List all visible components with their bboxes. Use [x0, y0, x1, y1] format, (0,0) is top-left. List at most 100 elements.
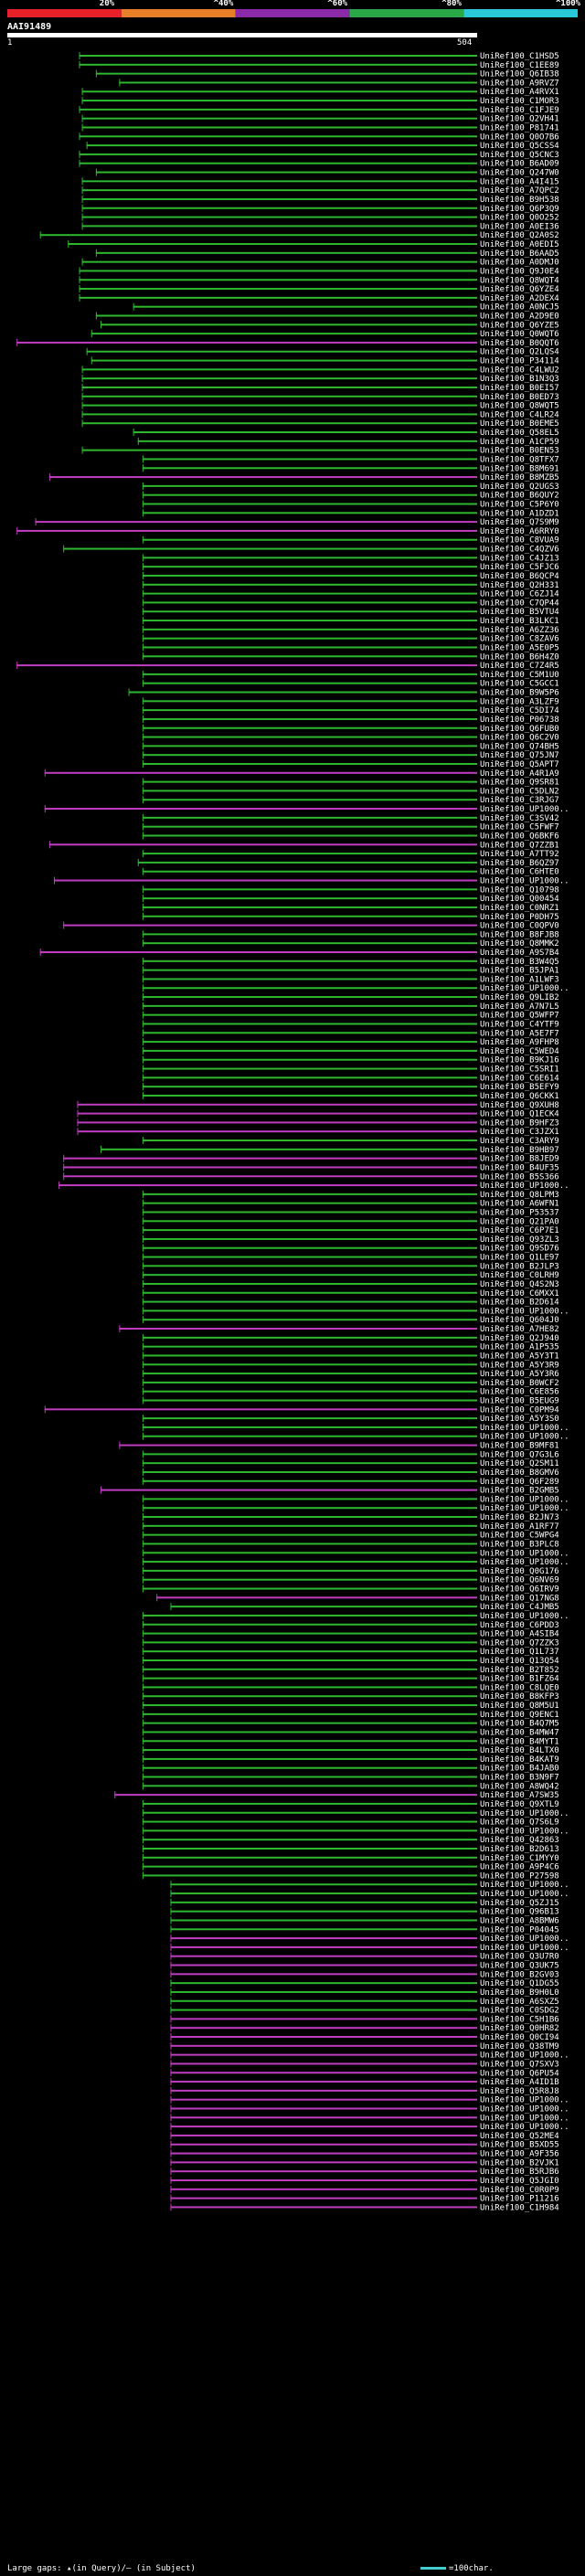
hit-label[interactable]: UniRef100_A0EI36 — [480, 222, 559, 231]
hit-label[interactable]: UniRef100_C6P7E1 — [480, 1226, 559, 1235]
hit-label[interactable]: UniRef100_B5JPA1 — [480, 967, 559, 976]
hit-bar[interactable] — [170, 1901, 477, 1903]
hit-bar[interactable] — [95, 251, 477, 254]
hit-bar[interactable] — [142, 1265, 477, 1267]
hit-label[interactable]: UniRef100_B6QUY2 — [480, 492, 559, 501]
hit-bar[interactable] — [142, 1381, 477, 1383]
hit-bar[interactable] — [142, 1561, 477, 1564]
hit-label[interactable]: UniRef100_Q9SD76 — [480, 1245, 559, 1254]
hit-label[interactable]: UniRef100_UP1000.. — [480, 1809, 569, 1818]
hit-label[interactable]: UniRef100_A2D9E0 — [480, 312, 559, 321]
hit-label[interactable]: UniRef100_A4I415 — [480, 177, 559, 186]
hit-bar[interactable] — [142, 1229, 477, 1232]
hit-bar[interactable] — [170, 2036, 477, 2039]
hit-label[interactable]: UniRef100_Q0O7B6 — [480, 133, 559, 142]
hit-label[interactable]: UniRef100_Q9XUH8 — [480, 1101, 559, 1110]
hit-bar[interactable] — [142, 646, 477, 649]
hit-label[interactable]: UniRef100_B9MF81 — [480, 1442, 559, 1451]
hit-label[interactable]: UniRef100_A5Y3R6 — [480, 1370, 559, 1379]
hit-bar[interactable] — [142, 1373, 477, 1375]
hit-bar[interactable] — [81, 449, 477, 451]
hit-bar[interactable] — [44, 1408, 478, 1411]
hit-label[interactable]: UniRef100_P11216 — [480, 2195, 559, 2204]
hit-label[interactable]: UniRef100_B1FZ64 — [480, 1675, 559, 1684]
hit-label[interactable]: UniRef100_Q6PU54 — [480, 2069, 559, 2078]
hit-bar[interactable] — [142, 467, 477, 470]
hit-bar[interactable] — [48, 476, 478, 479]
hit-label[interactable]: UniRef100_Q1ECK4 — [480, 1110, 559, 1119]
hit-bar[interactable] — [133, 431, 477, 434]
hit-bar[interactable] — [142, 942, 477, 945]
hit-label[interactable]: UniRef100_B8M691 — [480, 464, 559, 473]
hit-bar[interactable] — [142, 959, 477, 962]
hit-bar[interactable] — [142, 717, 477, 720]
hit-bar[interactable] — [142, 816, 477, 819]
hit-label[interactable]: UniRef100_C3JZX1 — [480, 1128, 559, 1137]
hit-bar[interactable] — [63, 1175, 477, 1178]
hit-label[interactable]: UniRef100_P34114 — [480, 357, 559, 366]
hit-label[interactable]: UniRef100_B0QQT6 — [480, 339, 559, 348]
hit-bar[interactable] — [170, 2072, 477, 2074]
hit-bar[interactable] — [170, 2044, 477, 2047]
hit-label[interactable]: UniRef100_B2D614 — [480, 1299, 559, 1308]
hit-label[interactable]: UniRef100_UP1000.. — [480, 1890, 569, 1899]
hit-label[interactable]: UniRef100_C8VUA9 — [480, 536, 559, 546]
hit-label[interactable]: UniRef100_C5M1U0 — [480, 671, 559, 680]
hit-label[interactable]: UniRef100_Q604J0 — [480, 1316, 559, 1325]
hit-label[interactable]: UniRef100_B2JN73 — [480, 1513, 559, 1522]
hit-bar[interactable] — [79, 108, 478, 111]
hit-label[interactable]: UniRef100_Q2J940 — [480, 1334, 559, 1343]
hit-label[interactable]: UniRef100_Q5WFP7 — [480, 1012, 559, 1021]
hit-bar[interactable] — [142, 1309, 477, 1312]
hit-bar[interactable] — [170, 2161, 477, 2164]
hit-label[interactable]: UniRef100_Q9SR81 — [480, 779, 559, 788]
hit-label[interactable]: UniRef100_UP1000.. — [480, 2051, 569, 2061]
hit-label[interactable]: UniRef100_A1RF77 — [480, 1522, 559, 1532]
hit-bar[interactable] — [142, 1829, 477, 1832]
hit-label[interactable]: UniRef100_Q6NV69 — [480, 1576, 559, 1585]
hit-label[interactable]: UniRef100_B8MZB5 — [480, 473, 559, 482]
hit-bar[interactable] — [142, 754, 477, 757]
hit-label[interactable]: UniRef100_Q13Q54 — [480, 1657, 559, 1666]
hit-label[interactable]: UniRef100_Q7ZZK3 — [480, 1638, 559, 1648]
hit-bar[interactable] — [142, 1668, 477, 1670]
hit-label[interactable]: UniRef100_A9F356 — [480, 2150, 559, 2159]
hit-label[interactable]: UniRef100_Q8M5U1 — [480, 1701, 559, 1711]
hit-bar[interactable] — [142, 709, 477, 712]
hit-label[interactable]: UniRef100_A8WQ42 — [480, 1782, 559, 1791]
hit-label[interactable]: UniRef100_Q5CNC3 — [480, 151, 559, 160]
hit-label[interactable]: UniRef100_C5GCC1 — [480, 680, 559, 689]
hit-bar[interactable] — [170, 1964, 477, 1966]
hit-bar[interactable] — [95, 72, 477, 75]
hit-label[interactable]: UniRef100_P81741 — [480, 123, 559, 133]
hit-label[interactable]: UniRef100_UP1000.. — [480, 1935, 569, 1944]
hit-label[interactable]: UniRef100_C3SV42 — [480, 814, 559, 823]
hit-label[interactable]: UniRef100_C6E856 — [480, 1388, 559, 1397]
hit-bar[interactable] — [79, 135, 478, 138]
hit-label[interactable]: UniRef100_A0EDI5 — [480, 240, 559, 249]
hit-bar[interactable] — [170, 2116, 477, 2119]
hit-bar[interactable] — [142, 1686, 477, 1689]
hit-label[interactable]: UniRef100_B1N3Q3 — [480, 375, 559, 384]
hit-bar[interactable] — [142, 1291, 477, 1294]
hit-label[interactable]: UniRef100_C4YTF9 — [480, 1020, 559, 1029]
hit-bar[interactable] — [142, 503, 477, 505]
hit-bar[interactable] — [79, 270, 478, 272]
hit-bar[interactable] — [170, 2018, 477, 2020]
hit-label[interactable]: UniRef100_P06738 — [480, 716, 559, 725]
hit-bar[interactable] — [142, 1712, 477, 1715]
hit-label[interactable]: UniRef100_B0EME5 — [480, 419, 559, 429]
hit-label[interactable]: UniRef100_C0SDG2 — [480, 2007, 559, 2016]
hit-bar[interactable] — [142, 1516, 477, 1519]
hit-bar[interactable] — [142, 1740, 477, 1743]
hit-label[interactable]: UniRef100_B3W4Q5 — [480, 958, 559, 967]
hit-bar[interactable] — [142, 493, 477, 496]
hit-bar[interactable] — [142, 1193, 477, 1195]
hit-label[interactable]: UniRef100_A5E0P5 — [480, 643, 559, 652]
hit-bar[interactable] — [170, 2152, 477, 2155]
hit-label[interactable]: UniRef100_C5WPG4 — [480, 1532, 559, 1541]
hit-bar[interactable] — [142, 1049, 477, 1052]
hit-label[interactable]: UniRef100_B9HB97 — [480, 1146, 559, 1155]
hit-bar[interactable] — [142, 933, 477, 936]
hit-label[interactable]: UniRef100_Q0G176 — [480, 1567, 559, 1576]
